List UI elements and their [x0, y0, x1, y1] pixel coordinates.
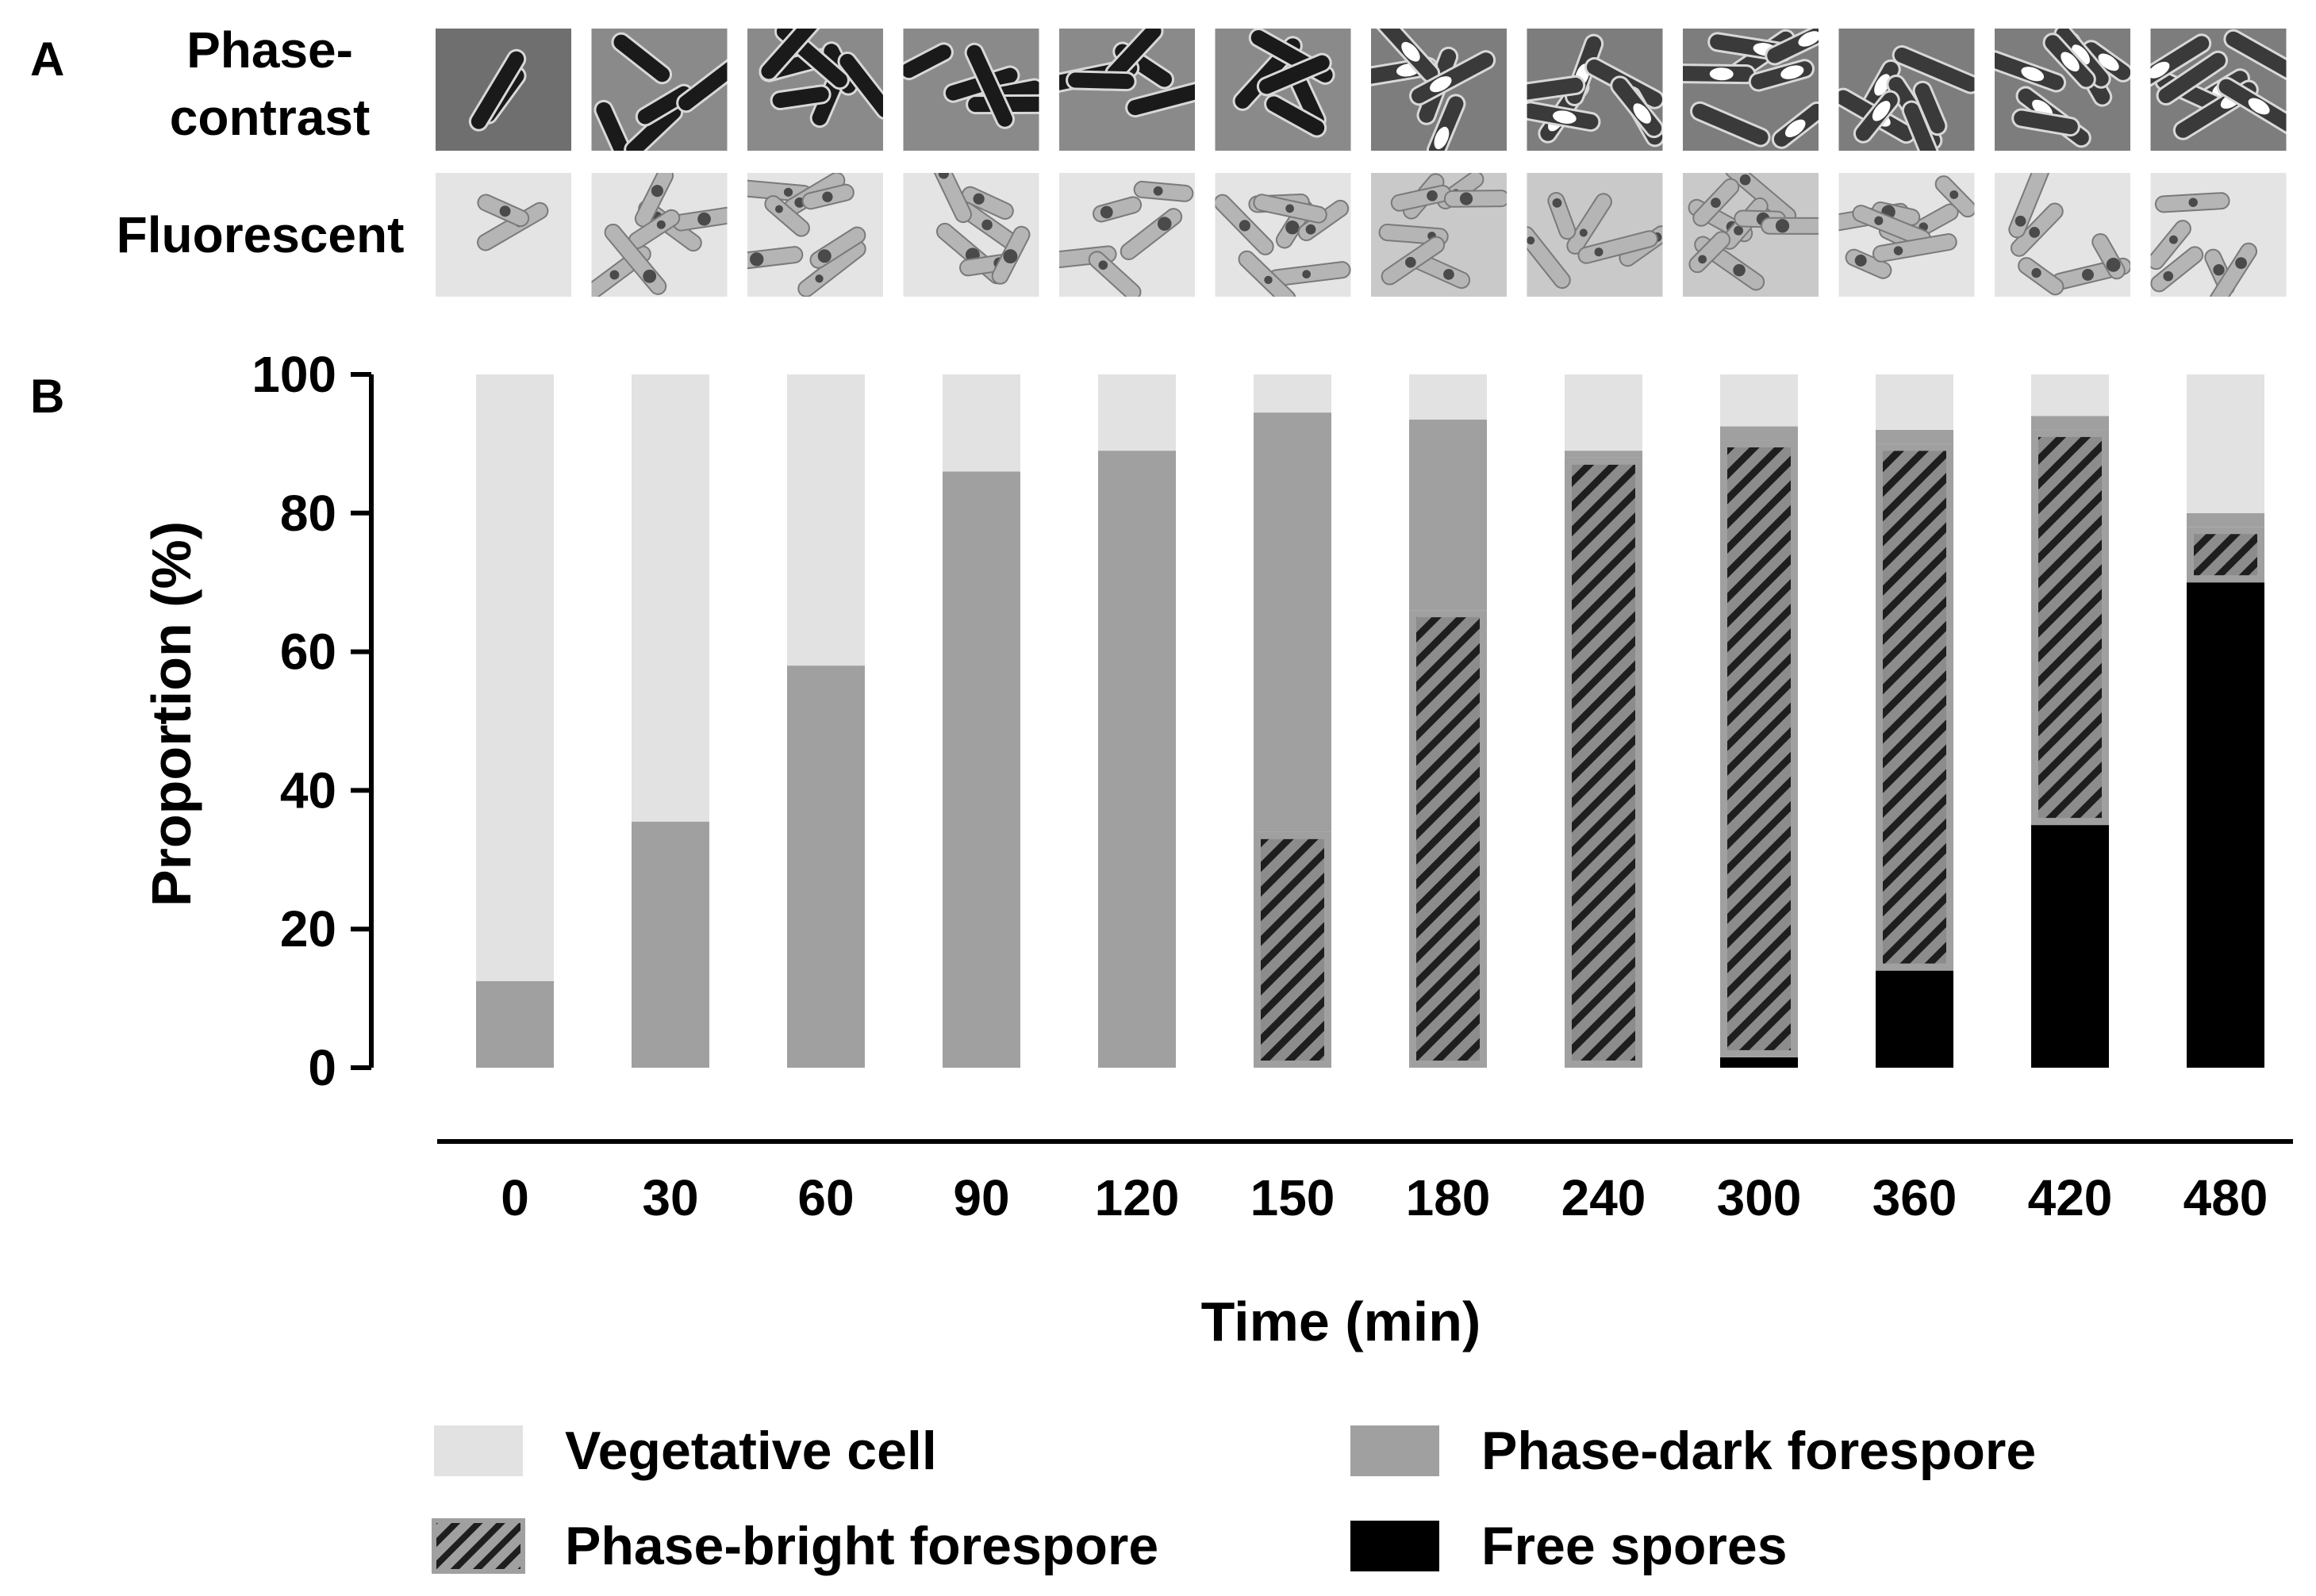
bar-free-spores-480 [2187, 582, 2264, 1068]
y-axis-label: Proportion (%) [140, 521, 202, 907]
bar-vegetative-cell-360 [1876, 374, 1953, 430]
panel-b-label: B [30, 370, 64, 423]
bar-free-spores-420 [2031, 825, 2109, 1068]
y-tick-label-100: 100 [252, 346, 336, 403]
bar-free-spores-360 [1876, 970, 1953, 1068]
row-label-phase-line2: contrast [170, 89, 371, 146]
bar-phase-bright-forespore-420 [2038, 436, 2102, 819]
phase-contrast-tile-420 [1995, 29, 2130, 151]
bar-vegetative-cell-150 [1254, 374, 1331, 413]
fluorescent-tile-180 [1371, 173, 1507, 297]
bar-vegetative-cell-60 [787, 374, 865, 666]
micrograph-grid [436, 29, 2287, 297]
fluorescent-tile-60 [747, 173, 883, 297]
x-axis: 0 30 60 90 120 150 180 240 300 360 420 480 [437, 1139, 2293, 1226]
x-tick-label-150: 150 [1250, 1169, 1335, 1226]
bar-phase-dark-forespore-30 [632, 821, 709, 1068]
fluorescent-tile-300 [1683, 173, 1819, 297]
legend-label-phase-dark-forespore: Phase-dark forespore [1481, 1421, 2036, 1481]
x-tick-label-120: 120 [1095, 1169, 1180, 1226]
fluorescent-tile-90 [903, 173, 1039, 297]
y-tick-label-60: 60 [280, 623, 336, 681]
phase-contrast-tile-120 [1059, 29, 1195, 151]
legend-label-vegetative-cell: Vegetative cell [565, 1421, 937, 1481]
bar-vegetative-cell-30 [632, 374, 709, 822]
row-label-fluorescent: Fluorescent [117, 206, 405, 263]
bar-vegetative-cell-120 [1098, 374, 1176, 451]
stacked-bar-chart: 0 20 40 60 80 100 0 30 60 90 120 150 180 240 300 360 42… [140, 346, 2293, 1352]
phase-contrast-tile-240 [1527, 29, 1663, 151]
x-tick-label-360: 360 [1872, 1169, 1957, 1226]
phase-contrast-tile-30 [591, 29, 728, 151]
bar-phase-dark-forespore-120 [1098, 451, 1176, 1068]
fluorescent-tile-360 [1838, 173, 1975, 297]
bar-phase-dark-forespore-60 [787, 666, 865, 1068]
fluorescent-tile-420 [1995, 173, 2130, 297]
bar-phase-bright-forespore-180 [1416, 617, 1480, 1061]
x-tick-label-240: 240 [1561, 1169, 1646, 1226]
panel-a-label: A [30, 33, 64, 86]
bar-phase-dark-forespore-420 [2031, 416, 2109, 430]
bar-phase-dark-forespore-240 [1565, 451, 1642, 458]
fluorescent-tile-0 [436, 173, 571, 297]
phase-contrast-tile-480 [2150, 29, 2287, 151]
x-tick-label-60: 60 [797, 1169, 854, 1226]
fluorescent-tile-480 [2150, 173, 2287, 297]
bar-phase-dark-forespore-150 [1254, 412, 1331, 832]
y-tick-label-80: 80 [280, 485, 336, 542]
bar-vegetative-cell-90 [943, 374, 1020, 472]
legend: Vegetative cell Phase-dark forespore Pha… [432, 1421, 2036, 1576]
phase-contrast-tile-0 [436, 29, 571, 151]
bar-vegetative-cell-480 [2187, 374, 2264, 513]
bar-phase-dark-forespore-360 [1876, 429, 1953, 444]
legend-swatch-phase-bright-forespore [432, 1518, 525, 1574]
x-axis-label: Time (min) [1201, 1291, 1481, 1352]
bar-phase-dark-forespore-90 [943, 471, 1020, 1068]
bar-phase-dark-forespore-0 [476, 980, 554, 1068]
y-tick-label-20: 20 [280, 900, 336, 957]
bar-vegetative-cell-0 [476, 374, 554, 981]
legend-swatch-free-spores [1350, 1521, 1439, 1571]
bar-phase-bright-forespore-240 [1572, 464, 1635, 1061]
phase-contrast-tile-150 [1215, 29, 1351, 151]
bar-phase-dark-forespore-480 [2187, 512, 2264, 528]
legend-label-phase-bright-forespore: Phase-bright forespore [565, 1516, 1158, 1576]
legend-swatch-vegetative-cell [434, 1425, 523, 1476]
x-tick-label-480: 480 [2183, 1169, 2268, 1226]
bars-group [476, 374, 2264, 1068]
fluorescent-tile-150 [1215, 173, 1351, 297]
bar-vegetative-cell-420 [2031, 374, 2109, 416]
fluorescent-tile-120 [1059, 173, 1195, 297]
x-tick-label-90: 90 [953, 1169, 1009, 1226]
legend-swatch-phase-dark-forespore [1350, 1425, 1439, 1476]
bar-phase-dark-forespore-180 [1409, 419, 1487, 611]
x-tick-label-300: 300 [1717, 1169, 1802, 1226]
legend-label-free-spores: Free spores [1481, 1516, 1788, 1576]
bar-phase-bright-forespore-300 [1727, 447, 1791, 1050]
phase-contrast-tile-90 [903, 29, 1039, 151]
x-tick-label-30: 30 [642, 1169, 698, 1226]
fluorescent-tile-240 [1527, 173, 1663, 297]
bar-phase-bright-forespore-360 [1883, 451, 1946, 964]
phase-contrast-tile-300 [1683, 29, 1819, 151]
bar-vegetative-cell-300 [1720, 374, 1798, 427]
bar-free-spores-300 [1720, 1057, 1798, 1068]
bar-phase-bright-forespore-150 [1261, 838, 1324, 1061]
x-tick-label-0: 0 [501, 1169, 529, 1226]
bar-phase-bright-forespore-480 [2194, 534, 2257, 576]
fluorescent-tile-30 [591, 173, 728, 297]
bar-vegetative-cell-240 [1565, 374, 1642, 451]
phase-contrast-tile-360 [1838, 29, 1975, 151]
phase-contrast-tile-180 [1371, 29, 1507, 151]
y-axis: 0 20 40 60 80 100 [252, 346, 374, 1096]
y-tick-label-40: 40 [280, 762, 336, 819]
x-tick-label-420: 420 [2028, 1169, 2113, 1226]
row-label-phase-line1: Phase- [186, 21, 353, 79]
x-tick-label-180: 180 [1406, 1169, 1491, 1226]
bar-vegetative-cell-180 [1409, 374, 1487, 420]
phase-contrast-tile-60 [747, 29, 883, 151]
bar-phase-dark-forespore-300 [1720, 426, 1798, 441]
y-tick-label-0: 0 [308, 1039, 336, 1096]
